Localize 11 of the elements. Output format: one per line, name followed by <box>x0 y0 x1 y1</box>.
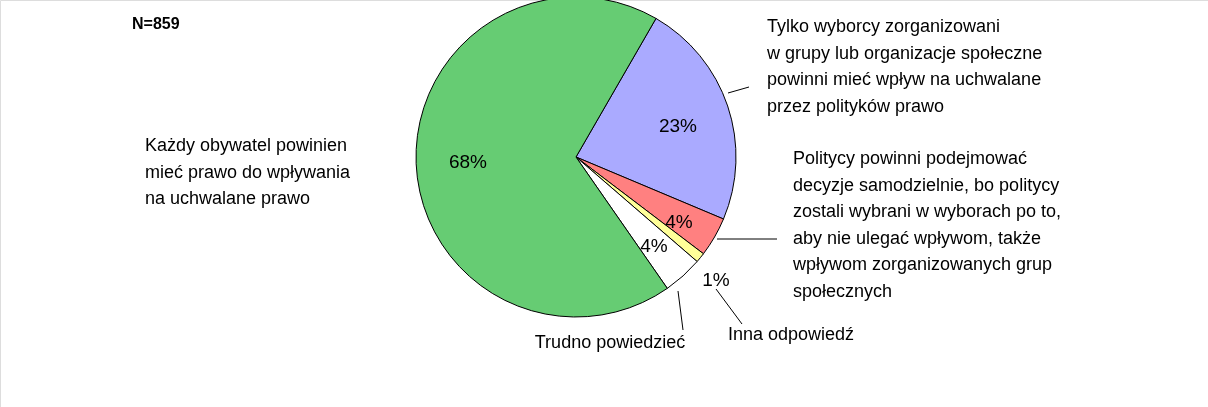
data-label: 68% <box>448 151 488 172</box>
legend-label: Inna odpowiedź <box>728 324 855 344</box>
slice-label: Trudno powiedzieć <box>534 332 686 352</box>
slice-label: Każdy obywatel powinien mieć prawo do wpływania na uchwalane prawo <box>145 135 352 208</box>
text: N=859 <box>132 15 180 32</box>
data-label: 1% <box>702 269 730 290</box>
data-label: 23% <box>658 115 698 136</box>
slice-label: Tylko wyborcy zorganizowani w grupy lub organizacje społeczne powinni mieć wpływ na uchwalane przez polityków prawo <box>766 16 1043 116</box>
data-label: 4% <box>640 235 668 256</box>
data-label: 4% <box>665 211 693 232</box>
slice-label: Politycy powinni podejmować decyzje samodzielnie, bo politycy zostali wybrani w wyborach po to, aby nie ulegać wpływom, także wpływom zorganizowanych grup społecznych <box>792 148 1062 301</box>
